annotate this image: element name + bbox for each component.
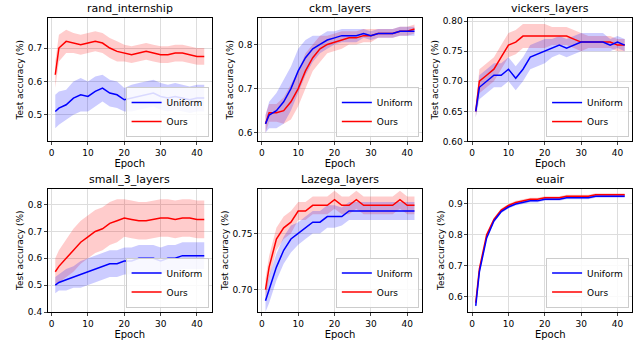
svg-text:Ours: Ours <box>377 117 398 127</box>
svg-text:0.6: 0.6 <box>448 292 463 302</box>
svg-text:20: 20 <box>119 319 131 329</box>
svg-text:Epoch: Epoch <box>114 158 145 169</box>
svg-text:30: 30 <box>155 319 167 329</box>
svg-text:0.5: 0.5 <box>28 280 42 290</box>
svg-text:0: 0 <box>49 319 55 329</box>
svg-text:Test accuracy (%): Test accuracy (%) <box>15 40 25 121</box>
svg-text:0.80: 0.80 <box>443 16 463 26</box>
svg-text:40: 40 <box>191 319 203 329</box>
svg-text:0.7: 0.7 <box>28 43 42 53</box>
svg-text:40: 40 <box>401 148 413 158</box>
svg-text:vickers_layers: vickers_layers <box>511 2 589 15</box>
svg-text:30: 30 <box>155 148 167 158</box>
svg-text:ckm_layers: ckm_layers <box>309 2 371 15</box>
svg-text:0.9: 0.9 <box>448 199 463 209</box>
svg-text:30: 30 <box>365 319 377 329</box>
svg-text:0.7: 0.7 <box>238 84 252 94</box>
svg-text:Ours: Ours <box>167 117 188 127</box>
svg-text:Uniform: Uniform <box>377 269 413 279</box>
svg-text:20: 20 <box>329 319 341 329</box>
svg-text:0.8: 0.8 <box>28 200 43 210</box>
svg-text:0: 0 <box>49 148 55 158</box>
svg-text:0.6: 0.6 <box>28 253 43 263</box>
svg-text:10: 10 <box>292 319 304 329</box>
svg-text:0.6: 0.6 <box>238 128 253 138</box>
svg-text:20: 20 <box>329 148 341 158</box>
svg-text:0.8: 0.8 <box>238 40 253 50</box>
svg-text:0.65: 0.65 <box>443 107 463 117</box>
svg-text:Test accuracy (%): Test accuracy (%) <box>430 40 440 121</box>
svg-text:0: 0 <box>469 319 475 329</box>
svg-text:Test accuracy (%): Test accuracy (%) <box>220 210 230 291</box>
svg-text:Uniform: Uniform <box>167 269 203 279</box>
svg-text:Uniform: Uniform <box>587 98 623 108</box>
svg-text:Uniform: Uniform <box>167 98 203 108</box>
svg-text:0.70: 0.70 <box>443 76 463 86</box>
svg-text:30: 30 <box>365 148 377 158</box>
svg-text:Epoch: Epoch <box>535 158 566 169</box>
svg-text:Epoch: Epoch <box>535 329 566 340</box>
svg-text:Lazega_layers: Lazega_layers <box>301 173 379 186</box>
svg-text:40: 40 <box>612 148 624 158</box>
svg-text:small_3_layers: small_3_layers <box>89 173 170 186</box>
svg-text:Epoch: Epoch <box>325 158 356 169</box>
svg-text:40: 40 <box>612 319 624 329</box>
svg-text:Test accuracy (%): Test accuracy (%) <box>225 40 235 121</box>
svg-text:Ours: Ours <box>167 288 188 298</box>
svg-text:Uniform: Uniform <box>587 269 623 279</box>
svg-text:20: 20 <box>119 148 131 158</box>
svg-text:10: 10 <box>292 148 304 158</box>
svg-text:0.70: 0.70 <box>232 285 252 295</box>
svg-text:0.6: 0.6 <box>28 77 43 87</box>
svg-text:Epoch: Epoch <box>325 329 356 340</box>
svg-text:Test accuracy (%): Test accuracy (%) <box>436 210 446 291</box>
svg-text:0: 0 <box>259 319 265 329</box>
svg-text:30: 30 <box>575 148 587 158</box>
svg-text:rand_internship: rand_internship <box>87 2 173 15</box>
svg-text:0.5: 0.5 <box>28 110 42 120</box>
svg-text:0.7: 0.7 <box>28 227 42 237</box>
svg-text:0: 0 <box>469 148 475 158</box>
svg-text:30: 30 <box>575 319 587 329</box>
svg-text:0.7: 0.7 <box>448 261 462 271</box>
svg-text:Ours: Ours <box>377 288 398 298</box>
svg-text:40: 40 <box>401 319 413 329</box>
svg-text:euair: euair <box>536 173 565 186</box>
svg-text:Ours: Ours <box>587 117 608 127</box>
svg-text:Uniform: Uniform <box>377 98 413 108</box>
svg-text:0.8: 0.8 <box>448 230 463 240</box>
svg-text:Ours: Ours <box>587 288 608 298</box>
svg-text:0.75: 0.75 <box>232 229 252 239</box>
svg-text:40: 40 <box>191 148 203 158</box>
svg-text:20: 20 <box>539 148 551 158</box>
svg-text:0: 0 <box>259 148 265 158</box>
svg-text:10: 10 <box>503 148 515 158</box>
svg-text:Test accuracy (%): Test accuracy (%) <box>15 210 25 291</box>
svg-text:20: 20 <box>539 319 551 329</box>
svg-text:0.4: 0.4 <box>28 307 43 317</box>
svg-text:0.60: 0.60 <box>443 137 463 147</box>
svg-text:10: 10 <box>503 319 515 329</box>
svg-text:10: 10 <box>82 148 94 158</box>
svg-text:10: 10 <box>82 319 94 329</box>
svg-text:0.75: 0.75 <box>443 46 463 56</box>
svg-text:Epoch: Epoch <box>114 329 145 340</box>
